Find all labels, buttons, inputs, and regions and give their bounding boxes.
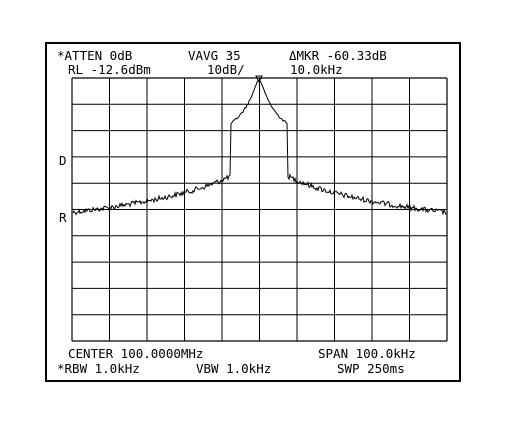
marker-frequency-readout: 10.0kHz — [290, 62, 343, 77]
graticule — [71, 77, 448, 342]
vbw-readout: VBW 1.0kHz — [196, 361, 272, 376]
rbw-readout: *RBW 1.0kHz — [57, 361, 140, 376]
reference-level-readout: RL -12.6dBm — [68, 62, 151, 77]
span-readout: SPAN 100.0kHz — [318, 346, 416, 361]
atten-readout: *ATTEN 0dB — [57, 48, 133, 63]
r-indicator: R — [59, 210, 67, 225]
delta-marker-readout: ΔMKR -60.33dB — [289, 48, 387, 63]
detector-indicator: D — [59, 153, 67, 168]
vavg-readout: VAVG 35 — [188, 48, 241, 63]
scale-readout: 10dB/ — [207, 62, 245, 77]
spectrum-trace — [72, 79, 447, 216]
instrument-frame — [45, 42, 461, 382]
sweep-time-readout: SWP 250ms — [337, 361, 405, 376]
marker-triangle-icon — [255, 75, 263, 84]
center-frequency-readout: CENTER 100.0000MHz — [68, 346, 204, 361]
